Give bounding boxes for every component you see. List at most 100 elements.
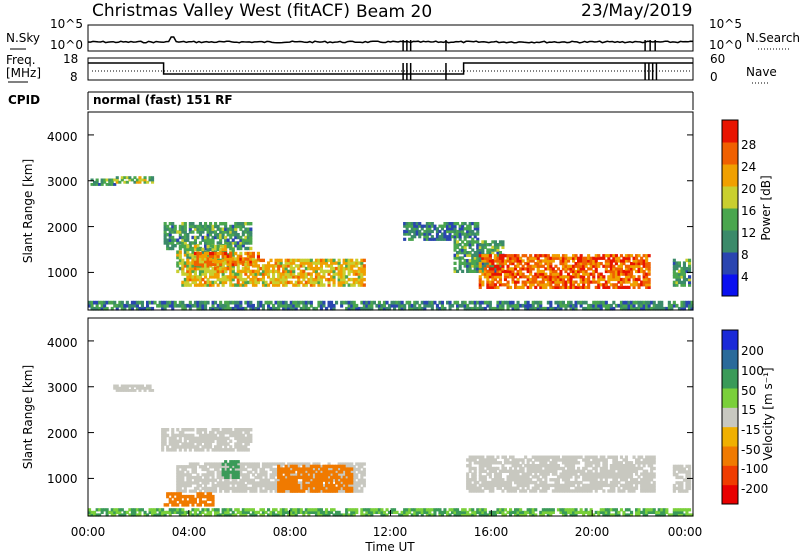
- power-cell-636: [239, 272, 243, 276]
- velocity-cell-997: [292, 486, 296, 491]
- power-cell-1225: [461, 224, 465, 228]
- power-cell-103: [181, 235, 185, 240]
- power-cell-988: [360, 275, 364, 279]
- power-cell-2157: [105, 300, 109, 305]
- velocity-cell-1133: [337, 486, 341, 491]
- power-cell-2200: [158, 300, 162, 305]
- velocity-cell-396: [219, 478, 223, 482]
- power-cell-907: [332, 272, 336, 276]
- velocity-cell-344: [204, 481, 208, 485]
- power-cell-696: [261, 283, 265, 287]
- power-cell-370: [201, 250, 205, 254]
- velocity-cell-1302: [488, 461, 492, 465]
- velocity-cell-1472: [534, 464, 538, 468]
- velocity-cell-134: [201, 445, 205, 449]
- power-cell-1437: [478, 283, 482, 287]
- velocity-cell-107: [188, 433, 192, 438]
- power-cell-110: [183, 241, 187, 245]
- power-cell-1306: [468, 269, 472, 273]
- power-cell-1327: [473, 264, 477, 268]
- velocity-cell-663: [297, 465, 301, 469]
- power-cell-2525: [531, 306, 535, 311]
- velocity-cell-1677: [587, 483, 591, 488]
- velocity-cell-1030: [302, 472, 306, 477]
- power-cell-1794: [572, 264, 576, 268]
- power-cell-902: [330, 258, 334, 263]
- velocity-cell-1571: [559, 466, 563, 471]
- power-cell-21: [113, 183, 117, 186]
- power-cell-513: [198, 280, 202, 285]
- velocity-cell-537: [261, 481, 265, 485]
- velocity-cell-2188: [299, 510, 303, 514]
- velocity-cell-1523: [546, 466, 550, 471]
- power-cell-246: [234, 244, 238, 248]
- velocity-cell-1602: [567, 472, 571, 476]
- power-cell-598: [226, 266, 230, 271]
- velocity-cell-803: [342, 484, 346, 488]
- power-cell-2641: [652, 300, 656, 305]
- velocity-cell-2164: [274, 508, 278, 512]
- velocity-cell-316: [193, 481, 197, 485]
- power-cell-188: [211, 230, 215, 234]
- velocity-cell-353: [206, 481, 210, 485]
- velocity-cell-410: [224, 486, 228, 491]
- velocity-cell-499: [249, 470, 253, 474]
- velocity-cell-846: [355, 489, 359, 493]
- power-cell-956: [350, 283, 354, 287]
- power-cell-2205: [163, 303, 167, 308]
- velocity-cell-1769: [609, 475, 613, 479]
- power-cell-1803: [574, 264, 578, 268]
- power-cell-1806: [574, 254, 578, 258]
- velocity-cell-1157: [345, 467, 349, 471]
- power-cell-1831: [582, 277, 586, 282]
- velocity-cell-1754: [604, 469, 608, 473]
- power-cell-975: [355, 261, 359, 265]
- power-cell-486: [188, 269, 192, 274]
- velocity-cell-1618: [569, 458, 573, 462]
- power-cell-2426: [413, 300, 417, 305]
- velocity-cell-573: [272, 473, 276, 477]
- power-cell-697: [261, 280, 265, 285]
- velocity-cell-1076: [317, 470, 321, 474]
- power-cell-1632: [531, 275, 535, 279]
- velocity-cell-1586: [564, 483, 568, 488]
- velocity-cell-948: [277, 483, 281, 488]
- velocity-cell-1310: [491, 469, 495, 473]
- velocity-cell-1708: [594, 486, 598, 490]
- power-cell-1515: [498, 262, 502, 266]
- power-cell-2248: [214, 306, 218, 311]
- velocity-cell-2181: [292, 510, 296, 514]
- velocity-cell-728: [317, 467, 321, 472]
- velocity-cell-1576: [561, 478, 565, 482]
- velocity-cell-2147: [254, 513, 258, 517]
- velocity-cell-1542: [551, 458, 555, 462]
- power-cell-1958: [614, 254, 618, 258]
- velocity-cell-845: [352, 465, 356, 469]
- velocity-cell-1436: [526, 486, 530, 490]
- power-cell-1576: [516, 280, 520, 284]
- power-cell-753: [279, 261, 283, 265]
- power-cell-1778: [569, 285, 573, 289]
- velocity-cell-2009: [98, 508, 102, 512]
- power-cell-1996: [624, 259, 628, 263]
- power-cell-668: [251, 280, 255, 285]
- velocity-cell-1159: [347, 486, 351, 491]
- power-cell-1681: [544, 272, 548, 276]
- power-cell-210: [219, 222, 223, 226]
- power-cell-1755: [561, 259, 565, 263]
- power-cell-1821: [579, 269, 583, 274]
- power-cell-1054: [226, 262, 230, 267]
- power-cell-16: [108, 180, 112, 184]
- velocity-cell-574: [272, 470, 276, 474]
- power-cell-1558: [511, 272, 515, 276]
- velocity-cell-1081: [319, 478, 323, 482]
- power-cell-2533: [539, 306, 543, 311]
- power-cell-2628: [642, 306, 646, 311]
- power-cell-739: [277, 280, 281, 285]
- power-cell-1869: [592, 275, 596, 279]
- velocity-cell-2238: [355, 510, 359, 514]
- power-cell-120: [186, 235, 190, 240]
- power-cell-2029: [635, 280, 639, 284]
- velocity-cell-430: [229, 473, 233, 477]
- velocity-cell-422: [226, 481, 230, 485]
